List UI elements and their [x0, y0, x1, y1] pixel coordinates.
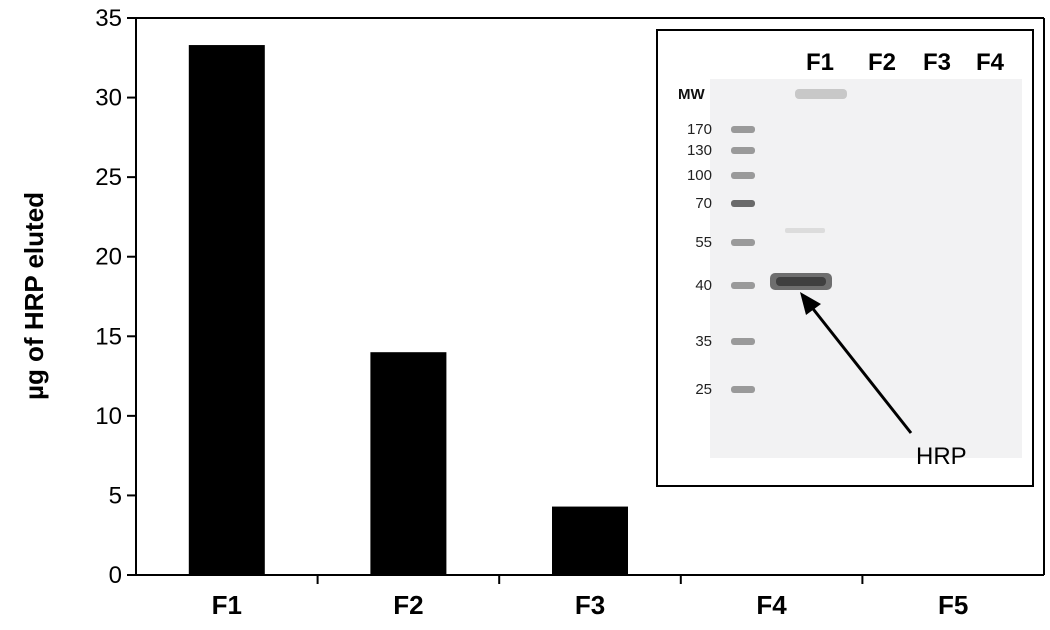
y-tick-label: 20 [95, 244, 122, 271]
gel-ladder-bands [731, 126, 755, 393]
y-tick-label: 25 [95, 164, 122, 191]
gel-arrow-line [808, 304, 913, 434]
gel-lane-label: F1 [806, 49, 834, 76]
gel-mw-header: MW [678, 86, 705, 103]
x-tick-label: F4 [756, 590, 787, 620]
gel-ladder-band [731, 147, 755, 154]
gel-lane-label: F4 [976, 49, 1005, 76]
gel-mw-label: 70 [695, 195, 712, 212]
bars [188, 45, 628, 576]
y-tick-label: 5 [109, 482, 122, 509]
gel-mw-label: 25 [695, 381, 712, 398]
gel-mw-label: 35 [695, 333, 712, 350]
gel-ladder-band [731, 239, 755, 246]
gel-faint-band [785, 228, 825, 233]
gel-mw-labels: 170 130 100 70 55 40 35 25 [687, 121, 712, 398]
bar-f3 [552, 506, 628, 575]
gel-inset: F1 F2 F3 F4 MW 170 130 100 70 55 40 35 25 HRP [656, 29, 1034, 487]
gel-mw-label: 55 [695, 234, 712, 251]
gel-annotation-hrp: HRP [916, 443, 967, 470]
gel-arrow-head [800, 292, 821, 315]
gel-mw-label: 100 [687, 167, 712, 184]
y-axis-label: µg of HRP eluted [19, 192, 49, 400]
x-tick-label: F1 [212, 590, 242, 620]
gel-background [710, 79, 1022, 458]
gel-lane-labels: F1 F2 F3 F4 [806, 49, 1005, 76]
y-tick-label: 0 [109, 562, 122, 589]
y-tick-label: 15 [95, 323, 122, 350]
gel-mw-label: 130 [687, 142, 712, 159]
x-ticks: F1 F2 F3 F4 F5 [212, 575, 968, 620]
y-ticks: 0 5 10 15 20 25 30 35 [95, 5, 136, 589]
gel-ladder-band [731, 282, 755, 289]
y-tick-label: 10 [95, 403, 122, 430]
y-tick-label: 35 [95, 5, 122, 32]
bar-f1 [188, 45, 265, 576]
gel-ladder-band [731, 386, 755, 393]
gel-mw-label: 40 [695, 277, 712, 294]
gel-ladder-band [731, 200, 755, 207]
bar-f2 [370, 352, 447, 575]
x-tick-label: F3 [575, 590, 605, 620]
gel-lane-label: F3 [923, 49, 951, 76]
gel-mw-label: 170 [687, 121, 712, 138]
gel-ladder-band [731, 126, 755, 133]
gel-hrp-band-core [776, 277, 826, 286]
gel-ladder-band [731, 172, 755, 179]
gel-top-band-f1 [795, 89, 847, 99]
x-tick-label: F2 [393, 590, 423, 620]
x-tick-label: F5 [938, 590, 968, 620]
gel-ladder-band [731, 338, 755, 345]
gel-lane-label: F2 [868, 49, 896, 76]
y-tick-label: 30 [95, 85, 122, 112]
